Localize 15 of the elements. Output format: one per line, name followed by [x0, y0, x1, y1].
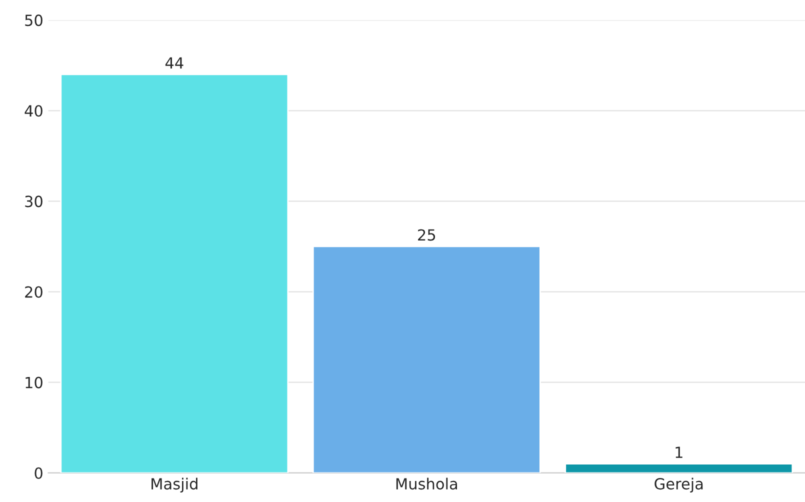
y-tick-label: 10 [26, 376, 42, 388]
data-label: 1 [676, 446, 682, 458]
data-label: 25 [418, 229, 436, 241]
y-tick-label: 50 [25, 14, 42, 26]
y-tick-label: 0 [34, 467, 42, 479]
y-tick-label: 30 [25, 196, 42, 208]
bar [60, 74, 289, 473]
x-tick-label: Gereja [654, 478, 703, 493]
x-tick-label: Mushola [396, 478, 457, 490]
bar [564, 463, 794, 473]
x-tick-label: Masjid [152, 478, 198, 493]
bar [312, 246, 541, 473]
y-tick-label: 40 [24, 105, 42, 117]
data-label: 44 [165, 57, 184, 68]
y-tick-label: 20 [25, 286, 42, 298]
